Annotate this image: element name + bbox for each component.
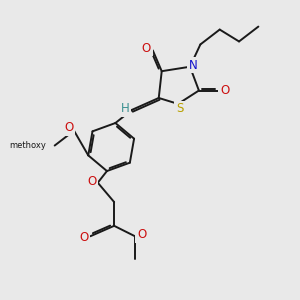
- Text: O: O: [87, 175, 97, 188]
- Text: O: O: [79, 231, 88, 244]
- Text: O: O: [220, 84, 230, 97]
- Text: methoxy: methoxy: [9, 141, 46, 150]
- Text: O: O: [142, 41, 151, 55]
- Text: S: S: [176, 103, 183, 116]
- Text: N: N: [189, 59, 197, 72]
- Text: H: H: [121, 102, 130, 115]
- Text: O: O: [137, 228, 146, 241]
- Text: O: O: [64, 121, 73, 134]
